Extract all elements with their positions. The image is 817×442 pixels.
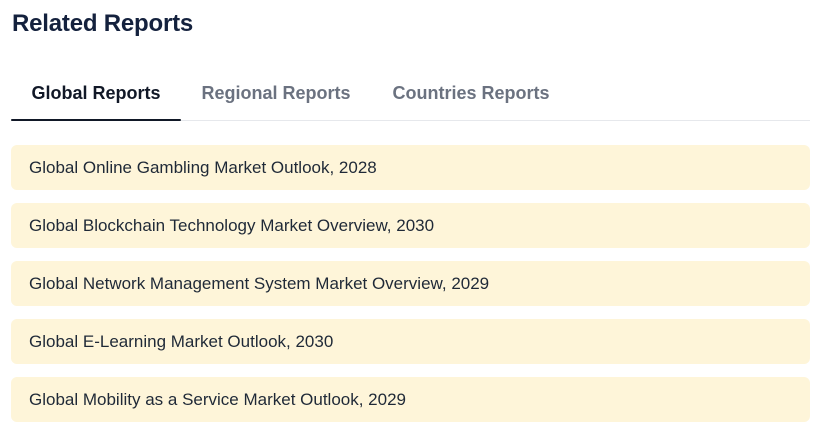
tab-regional-reports[interactable]: Regional Reports bbox=[201, 82, 351, 103]
report-link-mobility-as-a-service[interactable]: Global Mobility as a Service Market Outl… bbox=[11, 377, 810, 422]
report-link-e-learning[interactable]: Global E-Learning Market Outlook, 2030 bbox=[11, 319, 810, 364]
section-title: Related Reports bbox=[12, 10, 194, 37]
report-link-network-management-system[interactable]: Global Network Management System Market … bbox=[11, 261, 810, 306]
report-link-online-gambling[interactable]: Global Online Gambling Market Outlook, 2… bbox=[11, 145, 810, 190]
report-link-blockchain-technology[interactable]: Global Blockchain Technology Market Over… bbox=[11, 203, 810, 248]
report-tabs: Global Reports Regional Reports Countrie… bbox=[11, 66, 810, 121]
tab-global-reports[interactable]: Global Reports bbox=[11, 66, 181, 121]
tab-countries-reports[interactable]: Countries Reports bbox=[392, 82, 550, 103]
report-list: Global Online Gambling Market Outlook, 2… bbox=[11, 145, 810, 435]
